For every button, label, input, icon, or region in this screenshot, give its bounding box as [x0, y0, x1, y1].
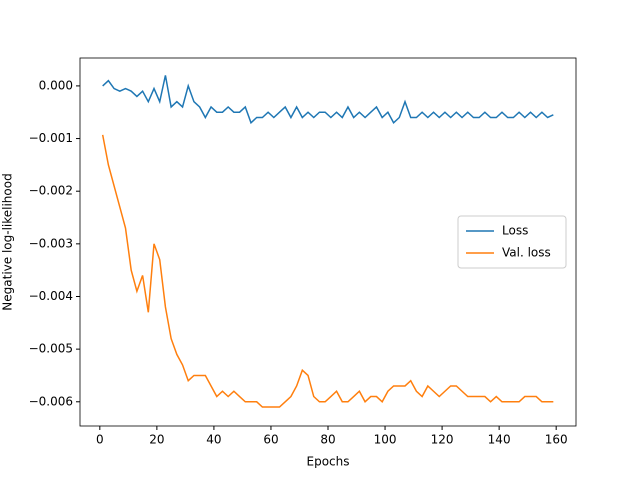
legend-label: Val. loss — [502, 246, 551, 260]
x-tick-label: 20 — [149, 433, 164, 447]
y-tick-label: 0.000 — [39, 78, 73, 92]
y-tick-label: −0.001 — [29, 131, 73, 145]
legend-label: Loss — [502, 224, 528, 238]
y-tick-label: −0.006 — [29, 394, 73, 408]
line-series — [101, 134, 554, 408]
x-tick-label: 100 — [374, 433, 397, 447]
x-tick-label: 0 — [96, 433, 104, 447]
legend-box — [457, 215, 567, 269]
y-tick-label: −0.004 — [29, 289, 73, 303]
plot-frame — [79, 57, 577, 427]
y-axis-label: Negative log-likelihood — [1, 173, 15, 310]
y-tick-label: −0.005 — [29, 342, 73, 356]
y-tick-label: −0.002 — [29, 184, 73, 198]
x-tick-label: 140 — [488, 433, 511, 447]
y-tick-label: −0.003 — [29, 236, 73, 250]
line-series — [102, 75, 554, 125]
x-tick-label: 80 — [320, 433, 335, 447]
x-tick-label: 120 — [431, 433, 454, 447]
x-tick-label: 40 — [206, 433, 221, 447]
x-tick-label: 160 — [545, 433, 568, 447]
x-tick-label: 60 — [263, 433, 278, 447]
x-axis-label: Epochs — [307, 455, 350, 469]
